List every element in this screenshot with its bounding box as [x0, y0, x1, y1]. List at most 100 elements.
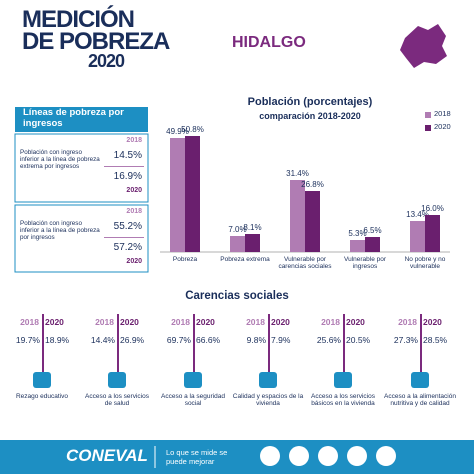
legend-swatch: [425, 125, 431, 131]
year: 2020: [196, 317, 215, 327]
value: 69.7%: [166, 335, 191, 345]
divider: [343, 314, 345, 372]
value: 14.4%: [90, 335, 115, 345]
slogan: Lo que se mide se puede mejorar: [166, 448, 228, 466]
legend-swatch: [425, 112, 431, 118]
year: 2018: [321, 317, 340, 327]
year: 2018: [126, 137, 142, 144]
divider: [117, 314, 119, 372]
row-box: [14, 204, 149, 273]
bar: [425, 215, 440, 252]
x-tick-label: Vulnerable por ingresos: [343, 256, 387, 271]
year: 2020: [271, 317, 290, 327]
year: 2020: [126, 258, 142, 265]
item-label: Rezago educativo: [15, 393, 69, 400]
bar: [245, 233, 260, 252]
year: 2020: [120, 317, 139, 327]
bar: [410, 221, 425, 252]
row-box: [14, 133, 149, 203]
state-name: HIDALGO: [232, 34, 306, 51]
x-tick-label: Vulnerable por carencias sociales: [278, 256, 332, 271]
title-line: MEDICIÓN: [22, 6, 135, 33]
year: 2018: [171, 317, 190, 327]
title-line: DE POBREZA: [22, 28, 170, 55]
value: 18.9%: [45, 335, 70, 345]
year: 2018: [20, 317, 39, 327]
data-label: 8.1%: [243, 222, 262, 232]
divider: [42, 314, 44, 372]
value: 20.5%: [346, 335, 371, 345]
data-label: 7.0%: [228, 225, 247, 235]
bar: [170, 138, 185, 252]
item-label: Acceso a los servicios de salud: [85, 393, 149, 408]
year: 2018: [246, 317, 265, 327]
x-tick-label: No pobre y no vulnerable: [404, 256, 446, 271]
value: 27.3%: [393, 335, 418, 345]
panel-icon: [132, 107, 148, 132]
row-label: Población con ingreso inferior a la líne…: [20, 149, 100, 171]
x-tick-label: Pobreza extrema: [220, 256, 270, 263]
value: 25.6%: [316, 335, 341, 345]
year: 2018: [126, 208, 142, 215]
data-label: 31.4%: [286, 169, 309, 179]
icon: [108, 372, 126, 388]
item-label: Acceso a la alimentación nutritiva y de …: [384, 393, 456, 408]
value: 7.9%: [271, 335, 291, 345]
value: 55.2%: [113, 221, 142, 232]
bar: [350, 239, 365, 252]
sep: [104, 237, 144, 238]
data-label: 50.8%: [181, 125, 204, 134]
row-label: Población con ingreso inferior a la líne…: [20, 220, 100, 242]
chart-title: Población (porcentajes): [247, 96, 373, 108]
year: 2020: [45, 317, 64, 327]
icon: [33, 372, 51, 388]
data-label: 5.3%: [348, 228, 367, 238]
section-title: Carencias sociales: [185, 290, 289, 302]
title-line: 2020: [88, 51, 125, 71]
year: 2018: [398, 317, 417, 327]
icon: [259, 372, 277, 388]
bar: [290, 180, 305, 252]
icon: [411, 372, 429, 388]
year: 2020: [126, 187, 142, 194]
social-icons: [260, 446, 396, 466]
data-label: 49.9%: [166, 127, 189, 137]
data-label: 13.4%: [406, 210, 429, 220]
value: 14.5%: [113, 150, 142, 161]
divider: [193, 314, 195, 372]
value: 19.7%: [15, 335, 40, 345]
bar: [365, 237, 380, 252]
brand: CONEVAL: [66, 446, 148, 465]
value: 26.9%: [120, 335, 145, 345]
value: 16.9%: [113, 171, 142, 182]
legend-label: 2020: [434, 122, 451, 131]
year: 2020: [423, 317, 442, 327]
data-label: 6.5%: [363, 226, 382, 236]
icon: [334, 372, 352, 388]
x-tick-label: Pobreza: [172, 256, 198, 263]
year: 2018: [95, 317, 114, 327]
bar: [185, 136, 200, 252]
panel-header: Líneas de pobreza por ingresos: [15, 107, 132, 132]
item-label: Calidad y espacios de la vivienda: [232, 393, 304, 408]
value: 9.8%: [246, 335, 266, 345]
divider: [420, 314, 422, 372]
data-label: 26.8%: [301, 179, 324, 189]
legend-label: 2018: [434, 109, 451, 118]
state-map: [400, 24, 447, 68]
data-label: 16.0%: [421, 204, 444, 214]
icon: [184, 372, 202, 388]
divider: [268, 314, 270, 372]
chart-subtitle: comparación 2018-2020: [259, 111, 361, 121]
item-label: Acceso a la seguridad social: [161, 393, 225, 408]
year: 2020: [346, 317, 365, 327]
value: 57.2%: [113, 242, 142, 253]
bar: [230, 236, 245, 252]
value: 66.6%: [196, 335, 221, 345]
bar: [305, 190, 320, 252]
value: 28.5%: [423, 335, 448, 345]
item-label: Acceso a los servicios básicos en la viv…: [311, 393, 375, 408]
sep: [104, 166, 144, 167]
